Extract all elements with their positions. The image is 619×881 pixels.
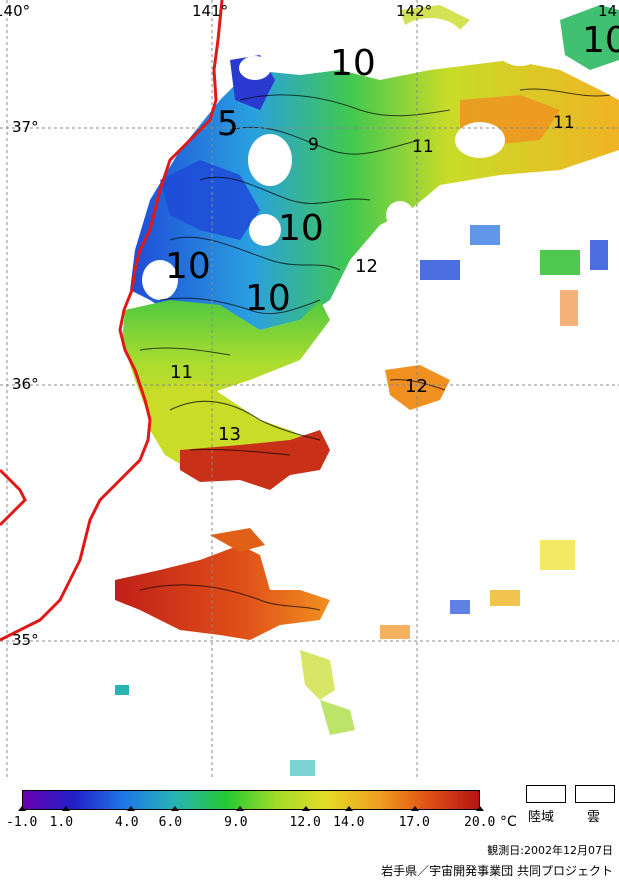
- colorbar-tick-marker: [301, 806, 310, 811]
- credit-line: 岩手県／宇宙開発事業団 共同プロジェクト: [381, 864, 613, 878]
- cloud-legend-swatch: [575, 785, 615, 803]
- isotherm-label: 12: [355, 256, 378, 277]
- cloud-holes: [142, 14, 548, 300]
- sst-scattered-patches: [115, 225, 608, 776]
- cloud-legend-label: 雲: [587, 810, 601, 825]
- colorbar-tick-label: 17.0: [398, 815, 430, 830]
- sea-surface-temperature-map: 10 10 5 9 11 11 10 12 10 10 11 12 13 140…: [0, 0, 619, 780]
- colorbar-tick-label: 12.0: [289, 815, 321, 830]
- colorbar-tick-marker: [61, 806, 70, 811]
- isotherm-label: 11: [412, 137, 434, 157]
- sst-warm-band: [180, 365, 450, 490]
- temperature-colorbar: [22, 790, 480, 810]
- colorbar-tick-label: 14.0: [333, 815, 365, 830]
- isotherm-label: 12: [405, 376, 428, 397]
- land-legend-label: 陸域: [528, 810, 555, 825]
- colorbar-tick-marker: [236, 806, 245, 811]
- colorbar-tick-label: 6.0: [158, 815, 183, 830]
- colorbar-tick-marker: [18, 806, 26, 811]
- longitude-label: 14: [598, 2, 618, 20]
- isotherm-label: 9: [308, 135, 319, 155]
- longitude-label: 140°: [0, 2, 31, 20]
- land-legend-swatch: [526, 785, 566, 803]
- colorbar-tick-marker: [476, 806, 484, 811]
- coastline: [0, 0, 224, 642]
- isotherm-label: 11: [553, 113, 575, 133]
- isotherm-labels: 10 10 5 9 11 11 10 12 10 10 11 12 13: [165, 20, 619, 445]
- graticule: [0, 0, 619, 780]
- isotherm-label: 10: [330, 43, 376, 84]
- isotherm-label: 13: [218, 424, 241, 445]
- colorbar-tick-label: 1.0: [49, 815, 74, 830]
- temperature-unit: °C: [500, 814, 517, 830]
- colorbar-tick-label: 9.0: [224, 815, 248, 830]
- sst-south-region: [115, 528, 355, 735]
- colorbar-tick-marker: [410, 806, 419, 811]
- latitude-label: 36°: [12, 375, 39, 393]
- isotherm-label: 5: [217, 104, 239, 144]
- colorbar-tick-marker: [345, 806, 354, 811]
- longitude-label: 141°: [192, 2, 229, 20]
- map-canvas: 10 10 5 9 11 11 10 12 10 10 11 12 13: [0, 0, 619, 780]
- latitude-label: 37°: [12, 118, 39, 136]
- isotherm-label: 10: [245, 278, 291, 319]
- latitude-label: 35°: [12, 631, 39, 649]
- longitude-label: 142°: [396, 2, 433, 20]
- coastline-west: [0, 468, 27, 527]
- observation-date: 観測日:2002年12月07日: [487, 844, 613, 857]
- isotherm-label: 10: [165, 246, 211, 287]
- colorbar-tick-label: -1.0: [6, 815, 38, 830]
- colorbar-tick-marker: [170, 806, 179, 811]
- colorbar-tick-marker: [127, 806, 136, 811]
- isotherm-label: 10: [278, 208, 324, 249]
- colorbar-tick-label: 4.0: [115, 815, 139, 830]
- isotherm-lines: [139, 88, 611, 611]
- isotherm-label: 10: [582, 20, 619, 61]
- isotherm-label: 11: [170, 362, 193, 383]
- colorbar-tick-label: 20.0: [464, 815, 496, 830]
